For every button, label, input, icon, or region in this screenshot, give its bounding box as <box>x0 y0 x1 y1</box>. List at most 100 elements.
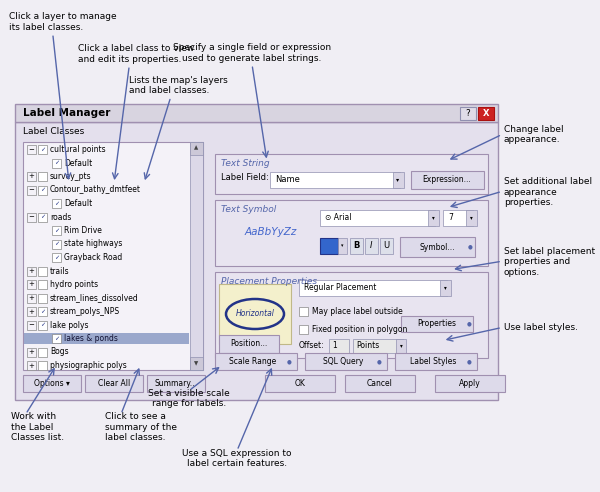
Text: ●: ● <box>287 360 292 365</box>
Bar <box>353 339 403 353</box>
Bar <box>466 210 477 226</box>
Text: +: + <box>29 349 34 355</box>
Text: Fixed position in polygon: Fixed position in polygon <box>312 325 407 334</box>
Text: ✓: ✓ <box>40 147 45 152</box>
Bar <box>190 142 203 370</box>
Bar <box>411 171 484 189</box>
Bar <box>299 325 308 334</box>
Text: ●: ● <box>377 360 382 365</box>
Text: +: + <box>29 281 34 287</box>
Bar <box>215 154 488 194</box>
Bar <box>345 375 415 392</box>
Bar <box>27 280 36 289</box>
Bar <box>27 267 36 276</box>
Bar <box>38 213 47 221</box>
Text: Set label placement
properties and
options.: Set label placement properties and optio… <box>504 247 595 277</box>
Bar <box>215 353 297 370</box>
Bar <box>52 199 61 208</box>
Text: ⊙ Arial: ⊙ Arial <box>325 214 352 222</box>
Text: Set a visible scale
range for labels.: Set a visible scale range for labels. <box>148 389 230 408</box>
Bar <box>215 272 488 358</box>
Text: Clear All: Clear All <box>98 379 130 389</box>
Text: ✓: ✓ <box>54 336 59 341</box>
Text: Text String: Text String <box>221 159 269 168</box>
Text: ✓: ✓ <box>40 215 45 219</box>
Text: Offset:: Offset: <box>299 341 325 350</box>
Bar <box>27 213 36 221</box>
Text: Points: Points <box>356 341 379 350</box>
Text: Bogs: Bogs <box>50 347 68 357</box>
Text: ?: ? <box>466 110 470 119</box>
Text: ✓: ✓ <box>54 255 59 260</box>
Text: Cancel: Cancel <box>367 379 393 389</box>
Bar <box>401 316 473 332</box>
Text: −: − <box>29 147 34 153</box>
Bar <box>380 238 393 254</box>
Bar <box>478 107 494 120</box>
Bar <box>440 280 451 296</box>
Text: Horizontal: Horizontal <box>236 309 274 318</box>
Bar <box>428 210 439 226</box>
Text: ●: ● <box>467 245 472 249</box>
Text: Work with
the Label
Classes list.: Work with the Label Classes list. <box>11 412 64 442</box>
Bar <box>38 172 47 181</box>
Text: ▾: ▾ <box>470 215 472 220</box>
Bar <box>219 335 279 353</box>
Bar <box>329 339 349 353</box>
Text: Regular Placement: Regular Placement <box>304 283 376 293</box>
Text: I: I <box>370 242 372 250</box>
Text: ✓: ✓ <box>40 309 45 314</box>
Text: Label Field:: Label Field: <box>221 174 269 183</box>
Text: lakes & ponds: lakes & ponds <box>64 334 118 343</box>
Text: Default: Default <box>64 199 92 208</box>
Text: Rim Drive: Rim Drive <box>64 226 102 235</box>
Text: Grayback Road: Grayback Road <box>64 253 122 262</box>
Text: Label Classes: Label Classes <box>23 127 84 136</box>
Text: ●: ● <box>467 360 472 365</box>
Text: Click a layer to manage
its label classes.: Click a layer to manage its label classe… <box>9 12 116 31</box>
Bar <box>365 238 378 254</box>
Text: state highways: state highways <box>64 240 122 248</box>
Text: ✓: ✓ <box>54 242 59 246</box>
Bar <box>27 185 36 194</box>
Text: −: − <box>29 187 34 193</box>
Text: ▾: ▾ <box>397 178 400 183</box>
Text: hydro points: hydro points <box>50 280 98 289</box>
Bar <box>219 284 291 344</box>
Text: survey_pts: survey_pts <box>50 172 92 181</box>
Text: ▾: ▾ <box>341 244 343 248</box>
Text: Lists the map's layers
and label classes.: Lists the map's layers and label classes… <box>129 76 228 95</box>
Text: OK: OK <box>295 379 305 389</box>
Text: stream_lines_dissolved: stream_lines_dissolved <box>50 294 139 303</box>
Text: Name: Name <box>275 176 300 184</box>
Bar <box>265 375 335 392</box>
Bar <box>299 307 308 316</box>
Bar <box>147 375 205 392</box>
Bar <box>52 158 61 167</box>
Text: Label Styles: Label Styles <box>410 358 456 367</box>
Bar <box>38 185 47 194</box>
Bar <box>305 353 387 370</box>
Text: ✓: ✓ <box>54 228 59 233</box>
Bar <box>443 210 473 226</box>
Bar <box>38 307 47 316</box>
Text: B: B <box>353 242 359 250</box>
Text: ✓: ✓ <box>40 322 45 328</box>
Text: Specify a single field or expression
used to generate label strings.: Specify a single field or expression use… <box>173 43 331 62</box>
Text: cultural points: cultural points <box>50 145 106 154</box>
Text: +: + <box>29 174 34 180</box>
Bar <box>395 353 477 370</box>
Bar <box>350 238 363 254</box>
Bar <box>215 200 488 266</box>
Text: trails: trails <box>50 267 70 276</box>
Text: ●: ● <box>467 321 472 327</box>
Bar <box>320 210 435 226</box>
Text: Symbol...: Symbol... <box>419 243 455 251</box>
Bar <box>38 294 47 303</box>
Bar <box>27 361 36 370</box>
Bar <box>24 333 189 344</box>
Text: ▼: ▼ <box>194 362 198 367</box>
Bar <box>190 357 203 370</box>
Bar <box>52 226 61 235</box>
Text: −: − <box>29 214 34 220</box>
